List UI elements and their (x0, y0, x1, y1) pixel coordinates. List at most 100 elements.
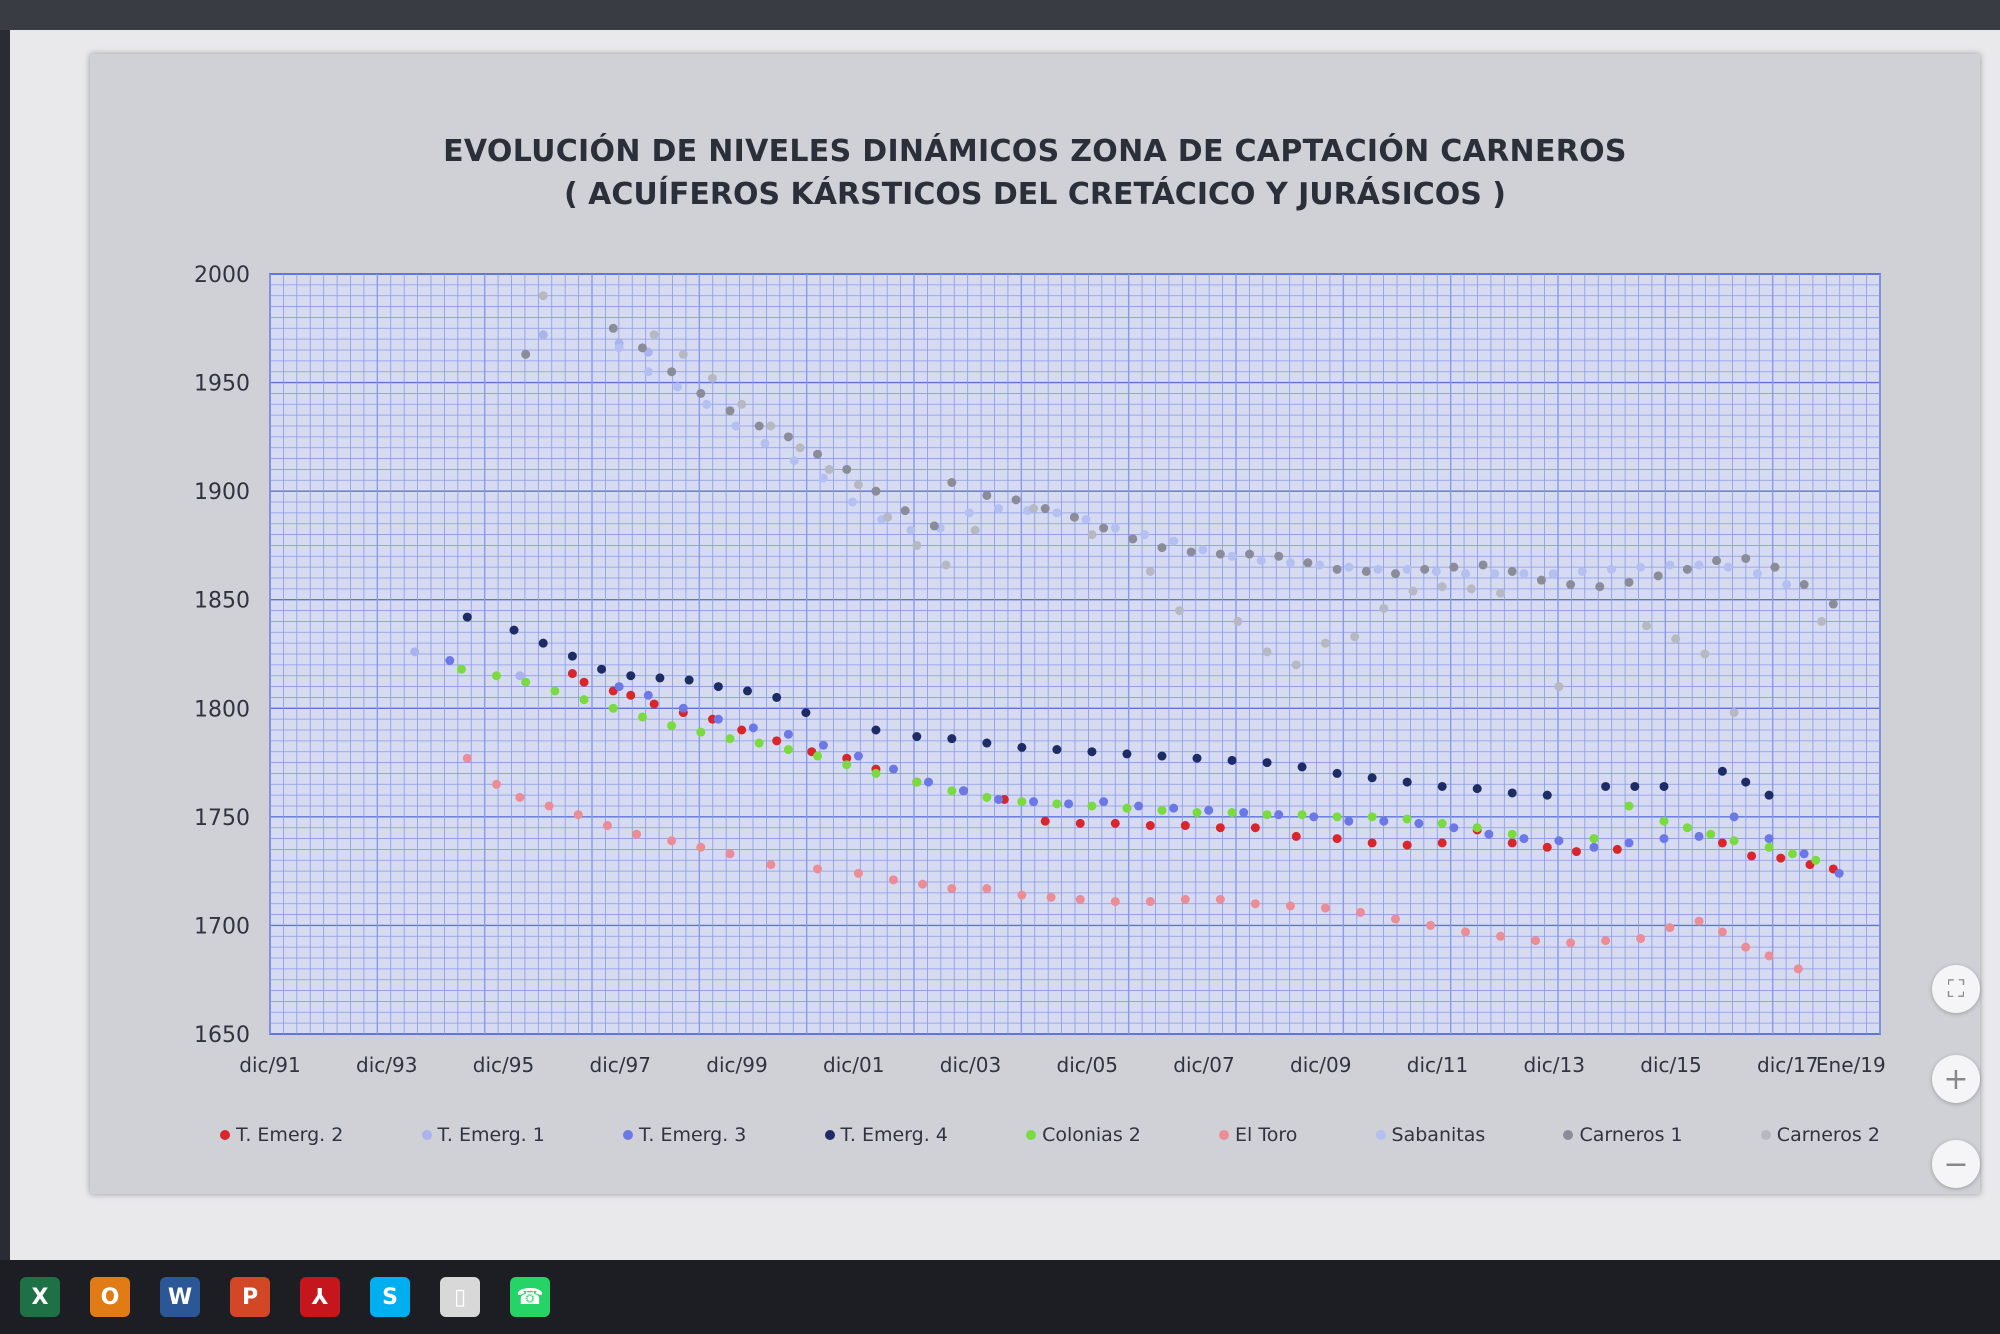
data-point (1145, 821, 1155, 831)
data-point (1250, 823, 1260, 833)
data-point (1461, 569, 1471, 579)
word-icon[interactable]: W (160, 1277, 200, 1317)
data-point (1793, 964, 1803, 974)
data-point (1519, 834, 1529, 844)
data-point (725, 406, 735, 416)
data-point (1554, 836, 1564, 846)
data-point (871, 725, 881, 735)
chart-subtitle: ( ACUÍFEROS KÁRSTICOS DEL CRETÁCICO Y JU… (563, 177, 1507, 212)
data-point (1408, 586, 1418, 596)
data-point (923, 777, 933, 787)
data-point (1309, 812, 1319, 822)
powerpoint-icon[interactable]: P (230, 1277, 270, 1317)
legend-item: El Toro (1219, 1124, 1297, 1146)
window-top-bar (0, 0, 2000, 30)
data-point (1577, 566, 1587, 576)
data-point (1017, 742, 1027, 752)
excel-icon[interactable]: X (20, 1277, 60, 1317)
data-point (737, 399, 747, 409)
data-point (1075, 818, 1085, 828)
data-point (1350, 632, 1360, 642)
data-point (853, 868, 863, 878)
legend-label: El Toro (1235, 1124, 1298, 1146)
zoom-in-button[interactable]: + (1932, 1055, 1980, 1103)
data-point (824, 464, 834, 474)
data-point (1011, 495, 1021, 505)
legend-item: T. Emerg. 1 (421, 1124, 545, 1146)
data-point (1437, 582, 1447, 592)
x-tick-label: dic/13 (1524, 1053, 1585, 1077)
data-point (1764, 834, 1774, 844)
data-point (456, 664, 466, 674)
legend-label: Colonias 2 (1042, 1124, 1141, 1146)
data-point (1379, 603, 1389, 613)
legend-label: T. Emerg. 3 (639, 1124, 747, 1146)
data-point (608, 323, 618, 333)
data-point (982, 738, 992, 748)
data-point (1052, 508, 1062, 518)
data-point (1496, 588, 1506, 598)
data-point (912, 777, 922, 787)
data-point (912, 732, 922, 742)
data-point (871, 486, 881, 496)
zoom-out-button[interactable]: − (1932, 1140, 1980, 1188)
data-point (1437, 781, 1447, 791)
data-point (1612, 844, 1622, 854)
data-point (667, 721, 677, 731)
data-point (1291, 831, 1301, 841)
data-point (573, 810, 583, 820)
data-point (1741, 553, 1751, 563)
data-point (1507, 566, 1517, 576)
data-point (1227, 755, 1237, 765)
y-tick-label: 1900 (194, 480, 250, 505)
legend-item: T. Emerg. 3 (623, 1124, 746, 1146)
data-point (1764, 842, 1774, 852)
data-point (731, 421, 741, 431)
data-point (1402, 777, 1412, 787)
outlook-icon[interactable]: O (90, 1277, 130, 1317)
data-point (550, 686, 560, 696)
data-point (643, 690, 653, 700)
file-icon[interactable]: ▯ (440, 1277, 480, 1317)
data-point (1099, 797, 1109, 807)
x-tick-label: dic/03 (940, 1053, 1001, 1077)
data-point (1087, 530, 1097, 540)
data-point (678, 349, 688, 359)
data-point (410, 647, 420, 657)
whatsapp-icon[interactable]: ☎ (510, 1277, 550, 1317)
data-point (772, 692, 782, 702)
data-point (783, 729, 793, 739)
data-point (1291, 660, 1301, 670)
data-point (1817, 616, 1827, 626)
data-point (1414, 818, 1424, 828)
data-point (1134, 801, 1144, 811)
y-tick-label: 1700 (194, 914, 250, 939)
data-point (579, 677, 589, 687)
chart-legend: T. Emerg. 2 T. Emerg. 1 T. Emerg. 3 T. Emer… (220, 1124, 1880, 1146)
data-point (1542, 790, 1552, 800)
data-point (1064, 799, 1074, 809)
data-point (842, 464, 852, 474)
data-point (1490, 569, 1500, 579)
skype-icon[interactable]: S (370, 1277, 410, 1317)
data-point (1571, 847, 1581, 857)
y-tick-label: 1650 (194, 1023, 250, 1048)
acrobat-icon[interactable]: ⅄ (300, 1277, 340, 1317)
data-point (801, 708, 811, 718)
legend-marker (1563, 1130, 1574, 1140)
data-point (1245, 549, 1255, 559)
data-point (1390, 569, 1400, 579)
y-tick-label: 2000 (194, 263, 250, 288)
minus-icon: − (1943, 1146, 1969, 1182)
data-point (959, 786, 969, 796)
legend-item: Sabanitas (1375, 1124, 1485, 1146)
data-point (1198, 545, 1208, 555)
fit-screen-button[interactable]: ⛶ (1932, 965, 1980, 1013)
legend-item: T. Emerg. 4 (824, 1124, 948, 1146)
data-point (649, 699, 659, 709)
data-point (1274, 551, 1284, 561)
data-point (1285, 558, 1295, 568)
data-point (853, 751, 863, 761)
data-point (1402, 840, 1412, 850)
data-point (1431, 566, 1441, 576)
